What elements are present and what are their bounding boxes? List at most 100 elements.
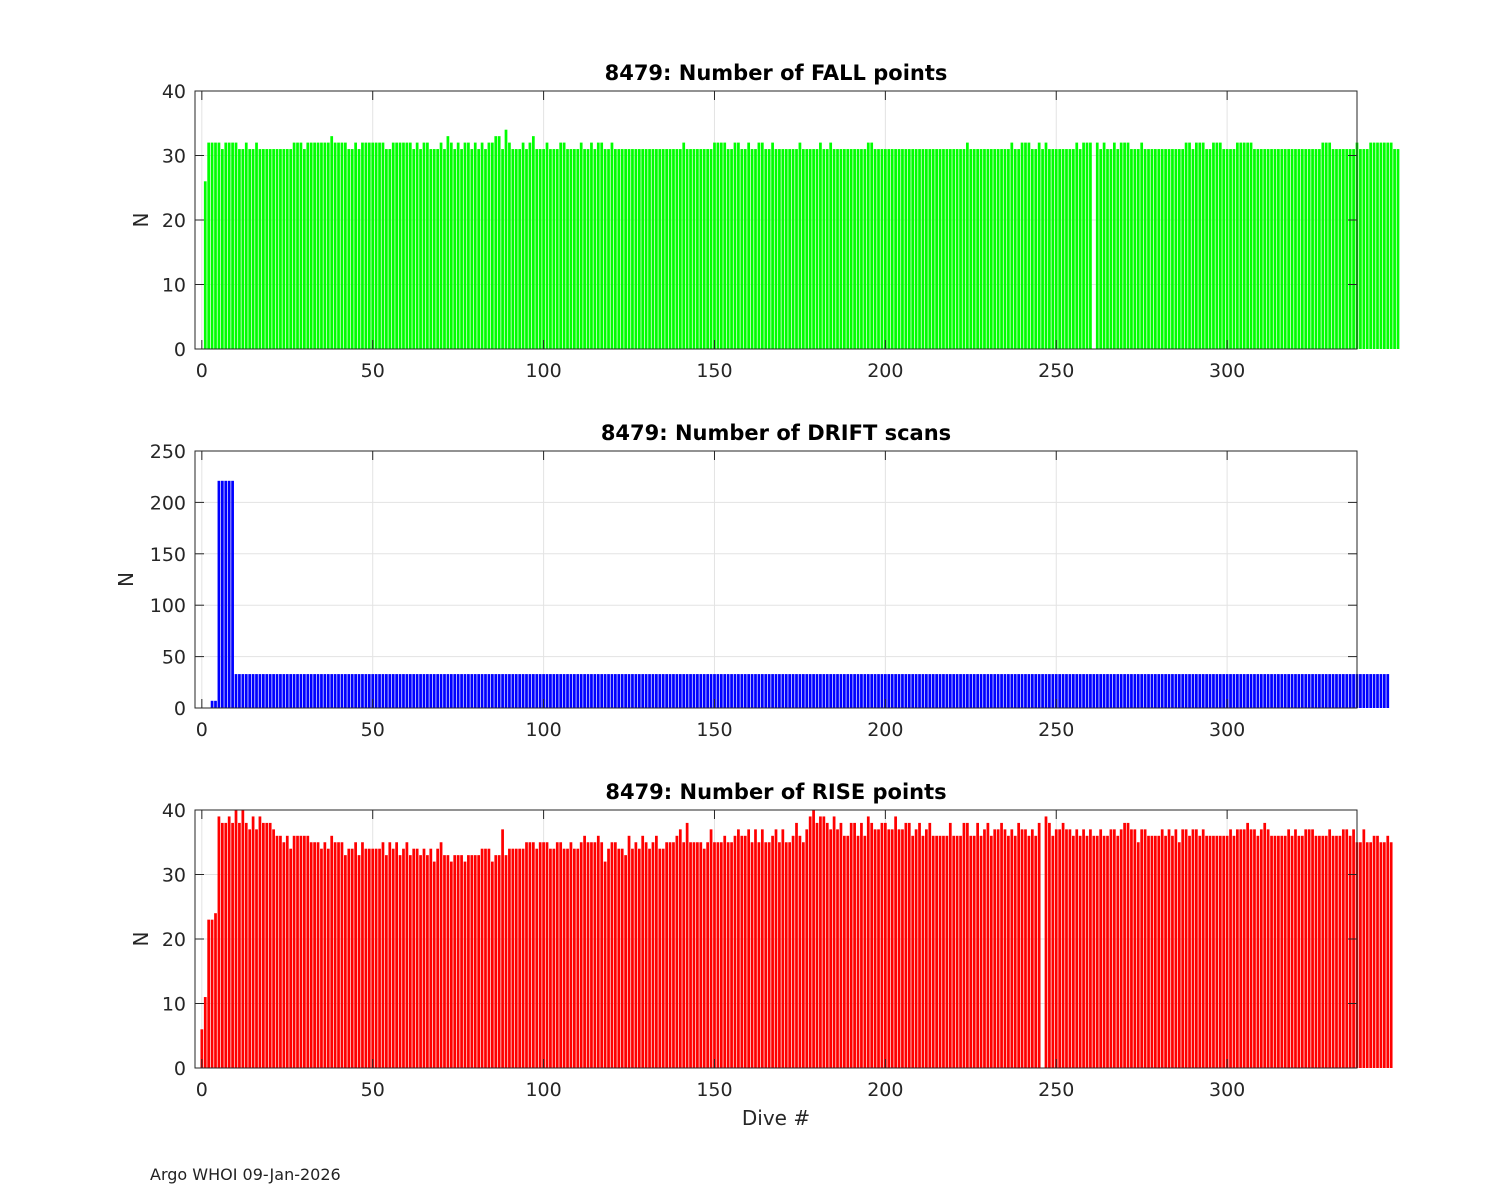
fall-bar-116 — [596, 142, 600, 349]
rise-bar-8 — [227, 816, 231, 1068]
rise-bar-229 — [983, 829, 986, 1068]
rise-bar-218 — [945, 835, 949, 1068]
rise-bar-159 — [743, 835, 747, 1068]
rise-bar-345 — [1379, 842, 1383, 1068]
drift-xtick-label-50: 50 — [361, 719, 385, 741]
rise-bar-104 — [555, 842, 559, 1068]
fall-bar-67 — [429, 149, 433, 349]
fall-bar-200 — [884, 149, 887, 349]
drift-bar-191 — [853, 674, 856, 708]
rise-bar-32 — [309, 842, 313, 1068]
drift-bar-3 — [210, 700, 214, 708]
rise-bar-178 — [808, 816, 812, 1068]
fall-bar-297 — [1215, 142, 1219, 349]
rise-bar-130 — [644, 842, 648, 1068]
rise-bar-334 — [1341, 829, 1345, 1068]
drift-bar-85 — [490, 674, 494, 708]
fall-bar-231 — [989, 149, 993, 349]
drift-bar-122 — [617, 674, 621, 708]
rise-bar-208 — [911, 835, 915, 1068]
rise-bar-81 — [477, 855, 481, 1068]
rise-bar-215 — [935, 835, 938, 1068]
rise-bar-337 — [1352, 829, 1355, 1068]
rise-bar-314 — [1273, 835, 1277, 1068]
rise-bar-85 — [490, 861, 494, 1068]
rise-bar-291 — [1195, 829, 1198, 1068]
rise-bar-247 — [1044, 816, 1048, 1068]
rise-bar-304 — [1239, 829, 1243, 1068]
rise-bar-155 — [730, 842, 733, 1068]
drift-bar-96 — [528, 674, 532, 708]
fall-bar-46 — [357, 149, 361, 349]
drift-bar-23 — [279, 674, 282, 708]
drift-xtick-label-100: 100 — [525, 719, 561, 741]
drift-plot-area — [195, 451, 1357, 708]
fall-bar-79 — [470, 149, 474, 349]
drift-bar-51 — [374, 674, 378, 708]
fall-bar-145 — [696, 149, 699, 349]
rise-bar-120 — [610, 842, 614, 1068]
fall-bar-53 — [381, 142, 385, 349]
drift-bar-84 — [487, 674, 491, 708]
rise-bar-22 — [275, 835, 279, 1068]
drift-bar-49 — [367, 674, 371, 708]
rise-bar-307 — [1249, 829, 1253, 1068]
drift-bar-118 — [603, 674, 607, 708]
drift-bar-321 — [1297, 674, 1301, 708]
drift-bar-89 — [504, 674, 508, 708]
fall-bar-348 — [1389, 142, 1393, 349]
fall-bar-68 — [432, 149, 436, 349]
drift-bar-46 — [357, 674, 361, 708]
fall-bar-158 — [740, 149, 744, 349]
drift-bar-10 — [234, 674, 238, 708]
drift-bar-300 — [1225, 674, 1229, 708]
fall-bar-340 — [1362, 149, 1366, 349]
rise-bar-44 — [350, 848, 354, 1068]
rise-bar-181 — [819, 816, 822, 1068]
rise-bar-116 — [596, 835, 600, 1068]
fall-bar-125 — [627, 149, 631, 349]
rise-bar-146 — [699, 842, 703, 1068]
drift-bar-4 — [214, 700, 217, 708]
rise-bar-102 — [549, 848, 552, 1068]
fall-bar-71 — [443, 149, 446, 349]
rise-bar-224 — [966, 822, 969, 1068]
fall-bar-72 — [446, 136, 450, 349]
fall-bar-98 — [535, 149, 539, 349]
fall-bar-199 — [880, 149, 884, 349]
rise-bar-166 — [767, 842, 771, 1068]
fall-bar-332 — [1335, 149, 1338, 349]
rise-bar-237 — [1010, 829, 1014, 1068]
fall-bar-300 — [1225, 149, 1229, 349]
rise-bar-51 — [374, 848, 378, 1068]
drift-bar-48 — [364, 674, 368, 708]
fall-bar-267 — [1112, 142, 1116, 349]
fall-bar-306 — [1246, 142, 1249, 349]
drift-bar-246 — [1041, 674, 1044, 708]
rise-bar-253 — [1065, 829, 1068, 1068]
fall-bar-19 — [265, 149, 269, 349]
drift-bar-35 — [320, 674, 323, 708]
drift-bar-47 — [361, 674, 364, 708]
fall-bar-118 — [603, 149, 607, 349]
fall-bar-268 — [1116, 149, 1120, 349]
drift-bar-212 — [925, 674, 928, 708]
rise-bar-333 — [1338, 835, 1342, 1068]
drift-bar-151 — [716, 674, 720, 708]
fall-bar-55 — [388, 149, 392, 349]
fall-bar-302 — [1232, 149, 1236, 349]
fall-bar-83 — [484, 149, 487, 349]
rise-bar-149 — [709, 829, 713, 1068]
fall-bar-122 — [617, 149, 621, 349]
rise-bar-19 — [265, 822, 269, 1068]
drift-bar-342 — [1369, 674, 1373, 708]
fall-bar-258 — [1082, 142, 1085, 349]
drift-bar-79 — [470, 674, 474, 708]
rise-bar-64 — [419, 855, 422, 1068]
fall-bar-191 — [853, 149, 856, 349]
rise-bar-344 — [1376, 835, 1379, 1068]
rise-bar-69 — [436, 848, 440, 1068]
rise-bar-154 — [726, 842, 730, 1068]
drift-bar-111 — [579, 674, 583, 708]
drift-bar-167 — [771, 674, 774, 708]
